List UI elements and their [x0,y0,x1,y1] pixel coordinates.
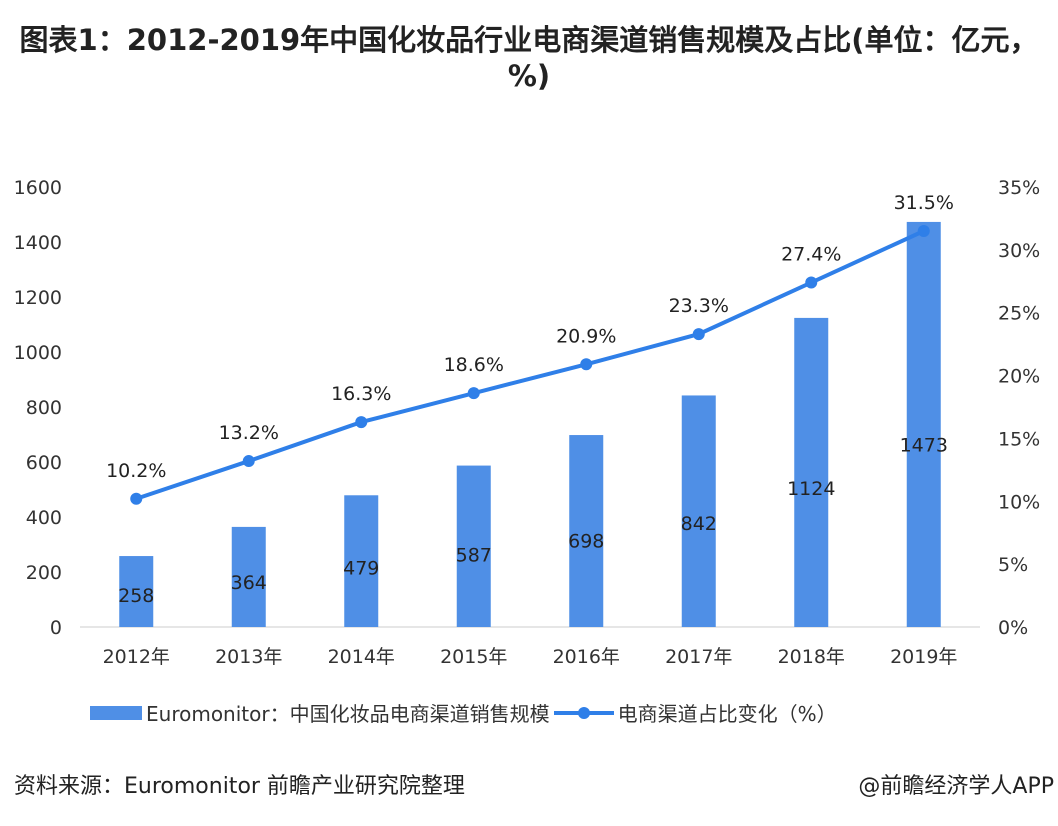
bar-data-label: 698 [568,531,604,553]
x-tick: 2013年 [215,646,282,668]
line-point [692,328,705,341]
y-left-tick: 1200 [14,287,62,309]
line-point [355,416,368,429]
y-right-tick: 30% [998,240,1040,262]
bar-data-label: 587 [456,544,492,566]
line-data-label: 18.6% [444,354,504,376]
line-point [130,492,143,505]
line-data-label: 10.2% [106,460,166,482]
bar-data-label: 1473 [900,435,948,457]
line-data-label: 23.3% [669,295,729,317]
line-data-label: 27.4% [781,244,841,266]
chart-title: 图表1：2012-2019年中国化妆品行业电商渠道销售规模及占比(单位：亿元，%… [19,23,1039,93]
bar-data-label: 364 [231,572,267,594]
line-point [242,455,255,468]
line-data-label: 16.3% [331,383,391,405]
bar-data-label: 1124 [787,478,835,500]
bar [456,465,491,627]
bar [119,556,154,627]
line-point [917,225,930,237]
y-left-tick: 600 [26,452,62,474]
legend: Euromonitor：中国化妆品电商渠道销售规模 电商渠道占比变化（%） [90,698,837,727]
y-right-tick: 20% [998,366,1040,388]
y-left-tick: 1000 [14,342,62,364]
legend-line-swatch [553,706,614,719]
bar [569,435,604,627]
source-note: 资料来源：Euromonitor 前瞻产业研究院整理 [14,774,465,799]
y-right-tick: 5% [998,554,1028,576]
y-right-tick: 10% [998,491,1040,513]
line-point [805,276,818,289]
x-tick: 2016年 [553,646,620,668]
bar-data-label: 479 [343,558,379,580]
series-line [135,229,925,501]
line-data-label: 13.2% [219,422,279,444]
x-tick: 2014年 [328,646,395,668]
bar [344,495,379,627]
y-left-tick: 1600 [14,177,62,199]
line-data-label: 20.9% [556,325,616,347]
legend-line-label: 电商渠道占比变化（%） [617,702,837,726]
x-tick: 2012年 [103,646,170,668]
line-point [580,358,593,371]
x-tick: 2017年 [665,646,732,668]
bar [794,317,829,627]
x-tick: 2019年 [890,646,957,668]
y-right-tick: 25% [998,303,1040,325]
credit: @前瞻经济学人APP [858,774,1054,799]
x-tick: 2018年 [778,646,845,668]
legend-bar-swatch [90,705,142,720]
bar-data-label: 842 [681,513,717,535]
y-left-tick: 0 [50,617,62,639]
y-right-tick: 15% [998,428,1040,450]
bar [906,221,941,628]
line-point [467,387,480,400]
legend-bar-label: Euromonitor：中国化妆品电商渠道销售规模 [146,702,550,726]
bar [231,526,266,627]
y-right-tick: 0% [998,617,1028,639]
y-left-tick: 200 [26,562,62,584]
line-data-label: 31.5% [894,192,954,214]
y-left-tick: 400 [26,507,62,529]
bar [681,395,716,627]
y-right-tick: 35% [998,177,1040,199]
y-left-tick: 1400 [14,232,62,254]
bar-data-label: 258 [118,585,154,607]
x-tick: 2015年 [440,646,507,668]
y-left-tick: 800 [26,397,62,419]
